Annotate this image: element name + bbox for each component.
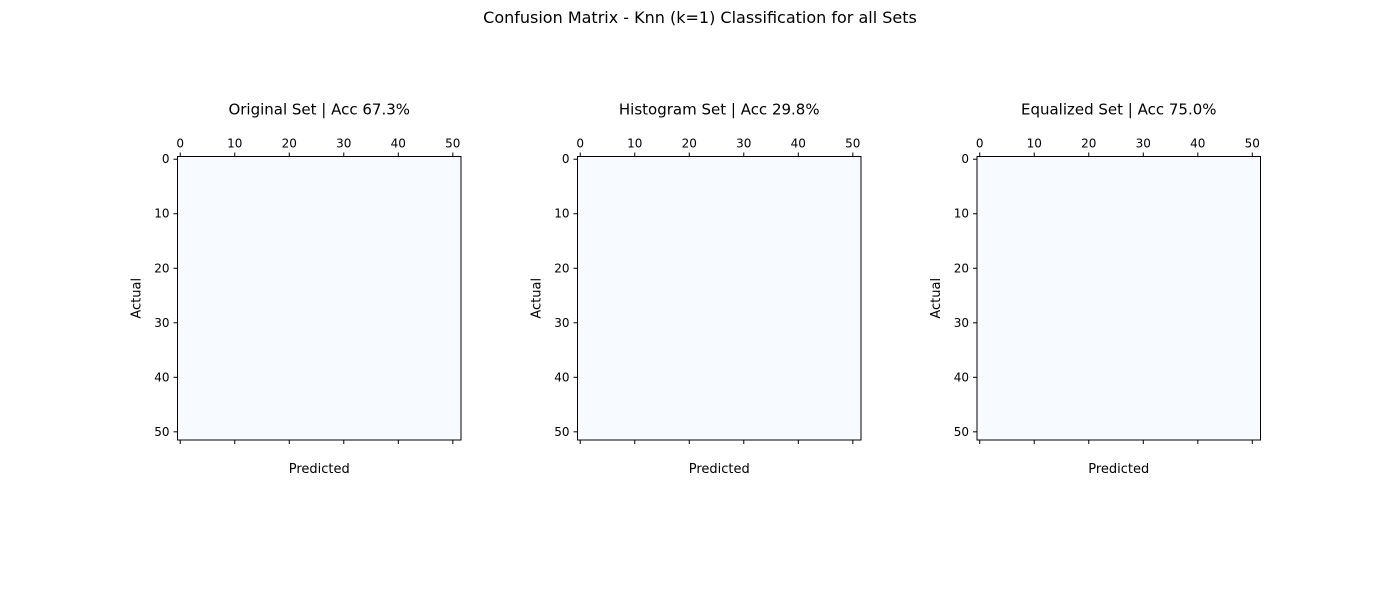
heatmap-frame: [577, 156, 862, 441]
y-tick-label: 50: [954, 425, 969, 439]
y-axis-label: Actual: [929, 278, 944, 319]
x-tick-label: 50: [445, 137, 460, 151]
y-tick-label: 20: [154, 261, 169, 275]
x-tick-label: 40: [391, 137, 406, 151]
y-tick-label: 20: [954, 261, 969, 275]
x-axis-label: Predicted: [689, 462, 750, 477]
x-tick-label: 0: [976, 137, 984, 151]
y-tick-label: 30: [954, 316, 969, 330]
x-tick-label: 50: [845, 137, 860, 151]
x-tick-label: 10: [227, 137, 242, 151]
heatmap-background: [977, 156, 1261, 440]
x-tick-label: 0: [576, 137, 584, 151]
x-tick-label: 20: [1081, 137, 1096, 151]
y-tick-label: 30: [554, 316, 569, 330]
y-tick-label: 30: [154, 316, 169, 330]
heatmap-panel-3: Equalized Set | Acc 75.0% 0 10 20 30 40 50 0 10 2…: [929, 101, 1261, 477]
y-tick-label: 50: [554, 425, 569, 439]
x-axis-label: Predicted: [1088, 462, 1149, 477]
heatmap-panel-2: Histogram Set | Acc 29.8% 0 10 20 30 40 50 0 10 2…: [530, 101, 862, 477]
y-axis-label: Actual: [530, 278, 545, 319]
x-tick-label: 20: [682, 137, 697, 151]
y-tick-label: 40: [954, 370, 969, 384]
x-tick-label: 0: [176, 137, 184, 151]
y-tick-label: 20: [554, 261, 569, 275]
x-tick-label: 40: [791, 137, 806, 151]
y-tick-label: 10: [954, 207, 969, 221]
y-tick-label: 50: [154, 425, 169, 439]
y-tick-label: 40: [154, 370, 169, 384]
y-tick-label: 0: [562, 152, 570, 166]
x-tick-label: 40: [1190, 137, 1205, 151]
x-axis-label: Predicted: [289, 462, 350, 477]
panel-title: Histogram Set | Acc 29.8%: [619, 101, 820, 119]
y-tick-label: 0: [961, 152, 969, 166]
heatmap-frame: [177, 156, 462, 441]
x-tick-label: 30: [1136, 137, 1151, 151]
x-tick-label: 50: [1245, 137, 1260, 151]
panel-title: Equalized Set | Acc 75.0%: [1021, 101, 1217, 119]
heatmap-panel-1: Original Set | Acc 67.3% 0 10 20 30 40 50 0 10 20…: [130, 101, 462, 477]
y-tick-label: 10: [154, 207, 169, 221]
y-tick-label: 0: [162, 152, 170, 166]
heatmap-background: [177, 156, 461, 440]
x-tick-label: 30: [736, 137, 751, 151]
x-tick-label: 20: [282, 137, 297, 151]
x-tick-label: 10: [1027, 137, 1042, 151]
figure-title: Confusion Matrix - Knn (k=1) Classificat…: [483, 8, 917, 27]
y-axis-label: Actual: [130, 278, 145, 319]
heatmap-background: [577, 156, 861, 440]
heatmap-frame: [976, 156, 1261, 441]
x-tick-label: 10: [627, 137, 642, 151]
y-tick-label: 40: [554, 370, 569, 384]
y-tick-label: 10: [554, 207, 569, 221]
x-tick-label: 30: [336, 137, 351, 151]
panel-title: Original Set | Acc 67.3%: [228, 101, 410, 119]
